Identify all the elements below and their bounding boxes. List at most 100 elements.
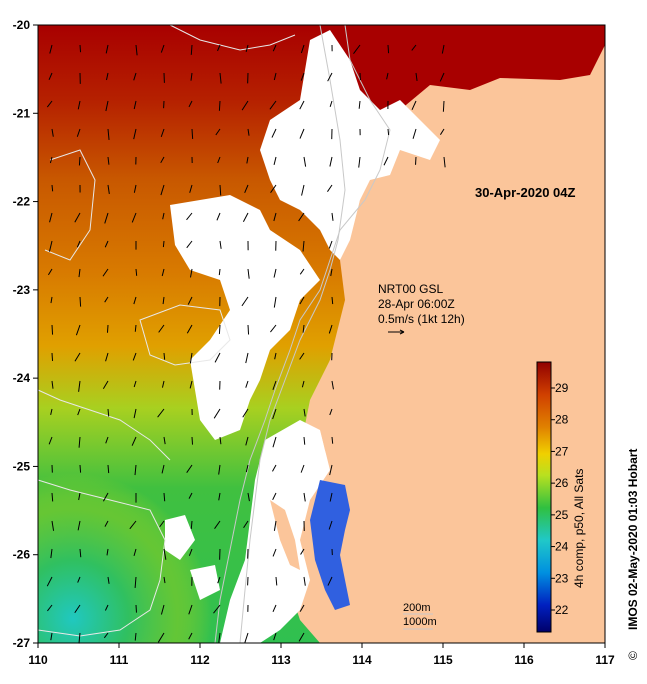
wind-vector — [328, 324, 333, 334]
wind-vector — [48, 436, 53, 445]
wind-vector — [329, 408, 333, 416]
y-tick-label: -27 — [13, 636, 31, 650]
y-tick-label: -25 — [13, 459, 31, 473]
wind-vector — [79, 464, 82, 473]
wind-vector — [107, 156, 110, 165]
wind-vector — [186, 464, 193, 473]
wind-vector — [134, 464, 137, 476]
wind-vector — [299, 100, 305, 110]
x-tick-label: 112 — [190, 653, 210, 667]
wind-vector — [74, 352, 81, 362]
wind-vector — [162, 296, 165, 305]
wind-vector — [299, 268, 305, 275]
wind-vector — [329, 156, 333, 167]
wind-vector — [303, 156, 307, 167]
wind-vector — [439, 128, 445, 135]
wind-vector — [273, 212, 277, 222]
wind-vector — [270, 324, 277, 333]
wind-vector — [272, 436, 277, 448]
wind-vector — [218, 324, 221, 334]
wind-vector — [246, 156, 249, 164]
wind-vector — [134, 324, 137, 332]
wind-vector — [76, 128, 81, 137]
wind-vector — [49, 44, 53, 54]
wind-vector — [271, 128, 277, 138]
wind-vector — [48, 240, 53, 252]
wind-vector — [186, 212, 193, 221]
wind-vector — [331, 212, 334, 221]
wind-vector — [160, 44, 165, 53]
wind-vector — [47, 268, 53, 276]
wind-info-line1: NRT00 GSL — [378, 282, 443, 296]
wind-vector — [245, 436, 249, 446]
colorbar-gradient — [536, 361, 552, 633]
wind-vector — [219, 436, 222, 445]
wind-vector — [299, 128, 305, 139]
wind-vector — [383, 156, 389, 166]
x-tick-label: 113 — [271, 653, 291, 667]
wind-vector — [129, 520, 137, 530]
wind-vector — [76, 240, 81, 248]
no-data-region-5 — [190, 565, 220, 600]
wind-vector — [163, 576, 166, 584]
credit-text: IMOS 02-May-2020 01:03 Hobart — [626, 449, 640, 630]
y-axis: -20 -21 -22 -23 -24 -25 -26 -27 — [13, 18, 38, 650]
wind-vector — [299, 296, 305, 305]
wind-vector — [245, 380, 249, 388]
wind-vector — [78, 436, 81, 448]
wind-vector — [102, 268, 109, 277]
wind-vector — [186, 324, 193, 334]
wind-vector — [132, 352, 137, 361]
wind-vector — [439, 72, 445, 82]
wind-vector — [412, 128, 417, 139]
wind-vector — [163, 492, 166, 502]
shark-bay-peninsula — [270, 500, 300, 570]
wind-vector — [102, 380, 109, 390]
y-tick-label: -20 — [13, 18, 31, 32]
wind-vector — [247, 128, 250, 136]
colorbar-tick-label: 26 — [555, 476, 569, 490]
wind-vector — [241, 100, 249, 111]
wind-vector — [51, 128, 54, 137]
wind-vector — [327, 184, 333, 192]
contour-label-1000m: 1000m — [403, 616, 437, 628]
wind-vector — [77, 520, 81, 531]
wind-vector — [387, 44, 390, 54]
wind-vector — [105, 436, 109, 444]
wind-vector — [272, 604, 277, 613]
x-tick-label: 114 — [352, 653, 372, 667]
wind-vector — [161, 268, 165, 277]
wind-vector — [330, 268, 333, 277]
wind-vector — [160, 128, 165, 138]
wind-info: NRT00 GSL 28-Apr 06:00Z 0.5m/s (1kt 12h) — [378, 282, 465, 335]
contour-label-200m: 200m — [403, 602, 431, 614]
x-tick-label: 115 — [433, 653, 453, 667]
wind-vector — [50, 548, 53, 559]
wind-vector — [79, 548, 82, 558]
no-data-region-2 — [170, 195, 320, 440]
wind-scale-arrowhead — [399, 329, 405, 335]
colorbar-caption: 4h comp, p50, All Sats — [572, 469, 586, 588]
wind-vector — [387, 128, 390, 136]
wind-vector — [77, 576, 81, 583]
wind-vector — [188, 632, 193, 640]
wind-vector — [247, 492, 250, 502]
wind-vector — [133, 380, 137, 388]
wind-vector — [190, 268, 193, 278]
wind-vector — [131, 436, 137, 446]
temperature-isotherm-3 — [37, 479, 166, 637]
wind-vector — [217, 576, 221, 584]
wind-vector — [214, 520, 221, 530]
wind-vector — [78, 268, 81, 278]
wind-vector — [106, 324, 109, 333]
wind-vector — [134, 576, 137, 588]
wind-vector — [327, 72, 333, 82]
colorbar-tick-label: 27 — [555, 444, 569, 458]
wind-vector — [328, 240, 333, 249]
wind-vector — [301, 380, 305, 388]
no-data-region-3 — [220, 420, 330, 643]
wind-vector — [134, 632, 137, 641]
y-tick-label: -24 — [13, 371, 31, 385]
wind-vector — [49, 212, 53, 223]
wind-vector — [269, 100, 277, 110]
